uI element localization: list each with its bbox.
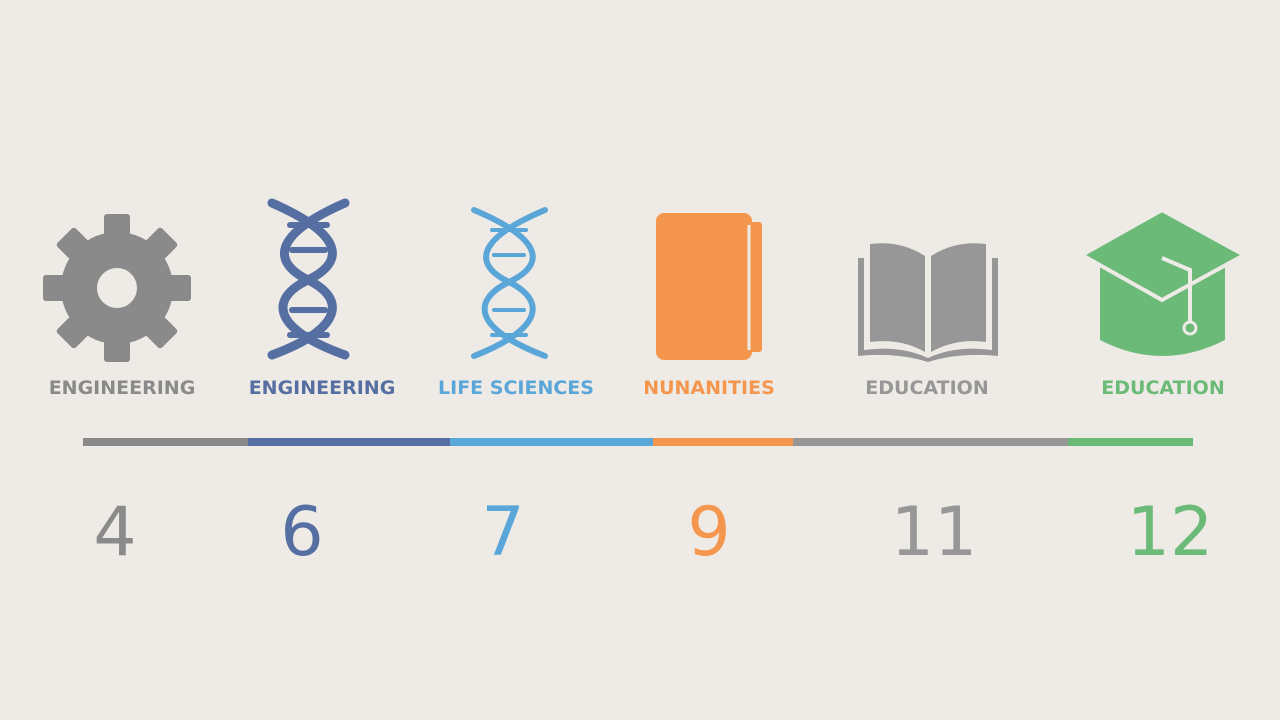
gear-icon bbox=[43, 214, 191, 362]
category-label: ENGINEERING bbox=[249, 377, 396, 399]
category-label: EDUCATION bbox=[865, 377, 988, 399]
number-label: 11 bbox=[891, 493, 978, 572]
timeline-segment bbox=[450, 438, 653, 446]
number-label: 7 bbox=[481, 493, 524, 572]
graduation-cap-icon bbox=[1077, 207, 1249, 356]
dna-icon bbox=[267, 198, 350, 360]
number-label: 9 bbox=[687, 493, 730, 572]
timeline-segment bbox=[248, 438, 450, 446]
book-icon bbox=[656, 213, 762, 360]
number-label: 4 bbox=[93, 493, 136, 572]
timeline-segment bbox=[653, 438, 793, 446]
category-label: EDUCATION bbox=[1101, 377, 1224, 399]
number-label: 6 bbox=[280, 493, 323, 572]
dna-icon bbox=[471, 207, 548, 359]
open-book-icon bbox=[858, 243, 998, 362]
timeline-segment bbox=[83, 438, 248, 446]
timeline-segment bbox=[793, 438, 1068, 446]
category-label: LIFE SCIENCES bbox=[438, 377, 594, 399]
number-label: 12 bbox=[1127, 493, 1214, 572]
timeline-segment bbox=[1068, 438, 1193, 446]
category-label: ENGINEERING bbox=[49, 377, 196, 399]
category-label: NUNANITIES bbox=[643, 377, 775, 399]
